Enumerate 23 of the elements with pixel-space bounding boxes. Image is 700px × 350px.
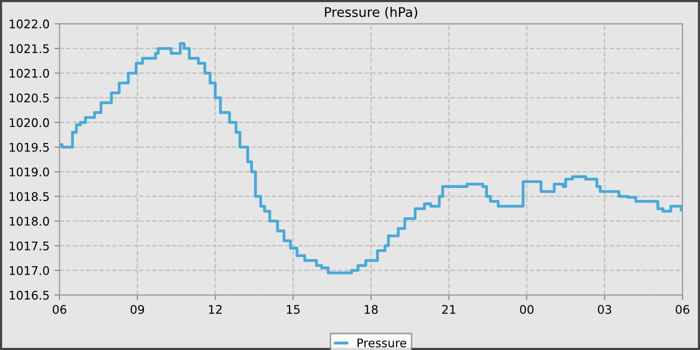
legend-label: Pressure [358, 338, 406, 348]
x-tick-label: 12 [209, 304, 222, 314]
y-tick-label: 1017.5 [10, 241, 49, 250]
x-tick-label: 21 [442, 304, 456, 314]
y-tick-label: 1021.0 [10, 68, 49, 78]
y-tick-label: 1020.0 [10, 118, 49, 128]
x-tick-label: 09 [130, 304, 144, 314]
y-tick-label: 1018.5 [10, 192, 49, 202]
x-tick-label: 15 [286, 305, 300, 314]
x-tick-label: 06 [52, 304, 66, 314]
y-tick-label: 1022.0 [10, 20, 49, 28]
x-tick-label: 00 [520, 304, 534, 314]
y-tick-label: 1017.0 [10, 266, 49, 276]
y-tick-label: 1020.5 [10, 94, 49, 102]
y-tick-label: 1019.5 [10, 142, 49, 152]
y-tick-label: 1016.5 [10, 290, 49, 300]
x-tick-label: 03 [598, 304, 612, 314]
x-tick-label: 06 [676, 304, 690, 314]
x-tick-label: 18 [364, 304, 378, 314]
chart-title: Pressure (hPa) [324, 6, 418, 19]
y-tick-label: 1021.5 [10, 44, 49, 54]
y-tick-label: 1019.0 [10, 167, 49, 176]
y-tick-label: 1018.0 [10, 216, 49, 226]
